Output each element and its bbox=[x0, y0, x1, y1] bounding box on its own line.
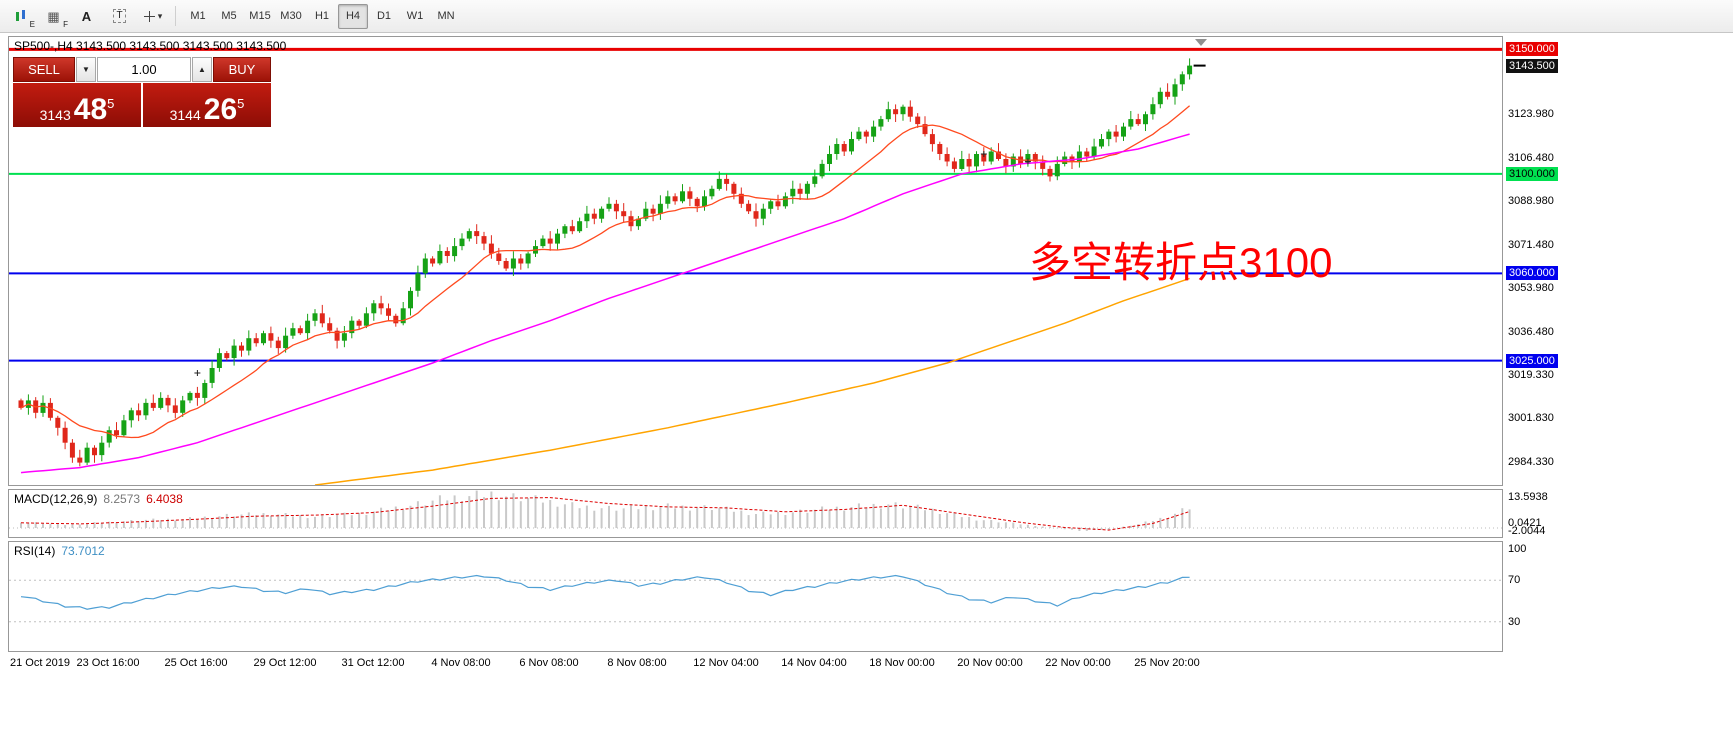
textbox-tool[interactable]: T bbox=[104, 4, 135, 29]
level-price-badge: 3025.000 bbox=[1506, 353, 1558, 368]
timeframe-button-d1[interactable]: D1 bbox=[376, 10, 392, 22]
triangle-up-icon: ▲ bbox=[198, 65, 206, 74]
tool-sub-label: E bbox=[29, 19, 35, 29]
volume-decrease-button[interactable]: ▼ bbox=[76, 57, 96, 82]
time-tick-label: 25 Nov 20:00 bbox=[1134, 657, 1200, 669]
volume-input[interactable]: 1.00 bbox=[97, 57, 191, 82]
chart-ohlc-header: SP500-,H4 3143.500 3143.500 3143.500 314… bbox=[14, 39, 287, 53]
buy-price-display[interactable]: 3144 26 5 bbox=[143, 83, 271, 127]
price-chart-panel[interactable]: SP500-,H4 3143.500 3143.500 3143.500 314… bbox=[8, 36, 1503, 486]
price-axis[interactable]: 3123.980 3106.480 3088.980 3071.480 3053.980… bbox=[1506, 36, 1568, 486]
time-tick-label: 12 Nov 04:00 bbox=[693, 657, 759, 669]
level-price-badge: 3150.000 bbox=[1506, 42, 1558, 57]
time-tick-label: 29 Oct 12:00 bbox=[253, 657, 317, 669]
macd-axis-label: 0.0421 bbox=[1508, 517, 1542, 529]
rsi-axis[interactable]: 100 70 30 bbox=[1506, 541, 1568, 652]
price-tick-label: 2984.330 bbox=[1508, 455, 1554, 468]
sell-price-fraction: 5 bbox=[107, 96, 115, 111]
macd-axis[interactable]: 13.5938 0.0421 -2.0044 bbox=[1506, 489, 1568, 538]
macd-axis-label: 13.5938 bbox=[1508, 491, 1548, 503]
timeframe-button-mn[interactable]: MN bbox=[437, 10, 455, 22]
price-tick-label: 3106.480 bbox=[1508, 151, 1554, 164]
grid-icon: ▦ bbox=[47, 8, 60, 24]
rsi-chart[interactable] bbox=[9, 542, 1502, 651]
crosshair-tool[interactable]: ▾ bbox=[137, 4, 168, 29]
macd-main-value: 8.2573 bbox=[103, 492, 141, 506]
time-tick-label: 20 Nov 00:00 bbox=[957, 657, 1023, 669]
rsi-panel[interactable]: RSI(14) 73.7012 bbox=[8, 541, 1503, 652]
time-tick-label: 22 Nov 00:00 bbox=[1045, 657, 1111, 669]
indicator-grid-tool[interactable]: ▦ F bbox=[38, 4, 69, 29]
time-tick-label: 31 Oct 12:00 bbox=[341, 657, 405, 669]
rsi-label: RSI(14) bbox=[14, 544, 56, 558]
macd-header: MACD(12,26,9) 8.2573 6.4038 bbox=[14, 492, 183, 506]
candlestick-chart[interactable] bbox=[9, 37, 1502, 485]
one-click-trade-panel: SELL ▼ 1.00 ▲ BUY 3143 48 5 3144 26 5 bbox=[13, 57, 271, 127]
tool-sub-label: F bbox=[63, 19, 68, 29]
buy-price-pips: 26 bbox=[203, 93, 238, 126]
macd-axis-label: -2.0044 bbox=[1508, 525, 1546, 537]
sell-price-display[interactable]: 3143 48 5 bbox=[13, 83, 141, 127]
timeframe-group: M1 M5 M15 M30 H1 H4 D1 W1 MN bbox=[183, 3, 461, 29]
price-tick-label: 3001.830 bbox=[1508, 412, 1554, 425]
textbox-tool-icon: T bbox=[113, 9, 126, 23]
crosshair-icon bbox=[143, 10, 156, 23]
chevron-down-icon: ▾ bbox=[157, 10, 163, 21]
price-tick-label: 3071.480 bbox=[1508, 238, 1554, 251]
macd-label: MACD(12,26,9) bbox=[14, 492, 98, 506]
timeframe-button-m1[interactable]: M1 bbox=[190, 10, 206, 22]
text-tool[interactable]: A bbox=[71, 4, 102, 29]
rsi-value: 73.7012 bbox=[61, 544, 105, 558]
time-axis[interactable]: 21 Oct 2019 23 Oct 16:00 25 Oct 16:00 29 Oc… bbox=[8, 657, 1503, 673]
timeframe-button-m30[interactable]: M30 bbox=[280, 10, 302, 22]
sell-price-pips: 48 bbox=[73, 93, 108, 126]
rsi-axis-label: 100 bbox=[1508, 543, 1527, 555]
timeframe-button-m5[interactable]: M5 bbox=[221, 10, 237, 22]
price-tick-label: 3036.480 bbox=[1508, 325, 1554, 338]
timeframe-button-m15[interactable]: M15 bbox=[249, 10, 271, 22]
rsi-header: RSI(14) 73.7012 bbox=[14, 544, 105, 558]
level-price-badge: 3100.000 bbox=[1506, 166, 1558, 181]
current-price-badge: 3143.500 bbox=[1506, 58, 1558, 73]
price-tick-label: 3088.980 bbox=[1508, 195, 1554, 208]
text-tool-icon: A bbox=[81, 8, 92, 24]
macd-signal-value: 6.4038 bbox=[146, 492, 183, 506]
price-tick-label: 3053.980 bbox=[1508, 282, 1554, 295]
buy-price-handle: 3144 bbox=[169, 107, 201, 123]
price-tick-label: 3019.330 bbox=[1508, 368, 1554, 381]
timeframe-button-h1[interactable]: H1 bbox=[314, 10, 330, 22]
time-tick-label: 25 Oct 16:00 bbox=[164, 657, 228, 669]
sell-button[interactable]: SELL bbox=[13, 57, 75, 82]
macd-panel[interactable]: MACD(12,26,9) 8.2573 6.4038 bbox=[8, 489, 1503, 538]
time-tick-label: 6 Nov 08:00 bbox=[519, 657, 579, 669]
buy-price-fraction: 5 bbox=[237, 96, 245, 111]
price-tick-label: 3123.980 bbox=[1508, 108, 1554, 121]
candlestick-chart-tool[interactable]: E bbox=[5, 4, 36, 29]
sell-price-handle: 3143 bbox=[39, 107, 71, 123]
level-price-badge: 3060.000 bbox=[1506, 266, 1558, 281]
toolbar-separator bbox=[175, 6, 176, 26]
volume-value: 1.00 bbox=[131, 62, 157, 77]
rsi-axis-label: 70 bbox=[1508, 574, 1521, 587]
time-tick-label: 8 Nov 08:00 bbox=[607, 657, 667, 669]
macd-chart[interactable] bbox=[9, 490, 1502, 537]
time-tick-label: 21 Oct 2019 bbox=[10, 657, 70, 669]
time-tick-label: 4 Nov 08:00 bbox=[431, 657, 491, 669]
chart-annotation: 多空转折点3100 bbox=[1029, 239, 1333, 286]
toolbar: E ▦ F A T ▾ M1 M5 M15 M30 H1 H4 D1 W1 MN bbox=[0, 0, 1733, 33]
rsi-axis-label: 30 bbox=[1508, 615, 1521, 628]
volume-increase-button[interactable]: ▲ bbox=[192, 57, 212, 82]
timeframe-button-h4[interactable]: H4 bbox=[338, 3, 368, 29]
candlestick-icon bbox=[14, 9, 28, 23]
buy-button[interactable]: BUY bbox=[213, 57, 271, 82]
triangle-down-icon: ▼ bbox=[82, 65, 90, 74]
time-tick-label: 14 Nov 04:00 bbox=[781, 657, 847, 669]
time-tick-label: 23 Oct 16:00 bbox=[76, 657, 140, 669]
time-tick-label: 18 Nov 00:00 bbox=[869, 657, 935, 669]
timeframe-button-w1[interactable]: W1 bbox=[406, 10, 424, 22]
